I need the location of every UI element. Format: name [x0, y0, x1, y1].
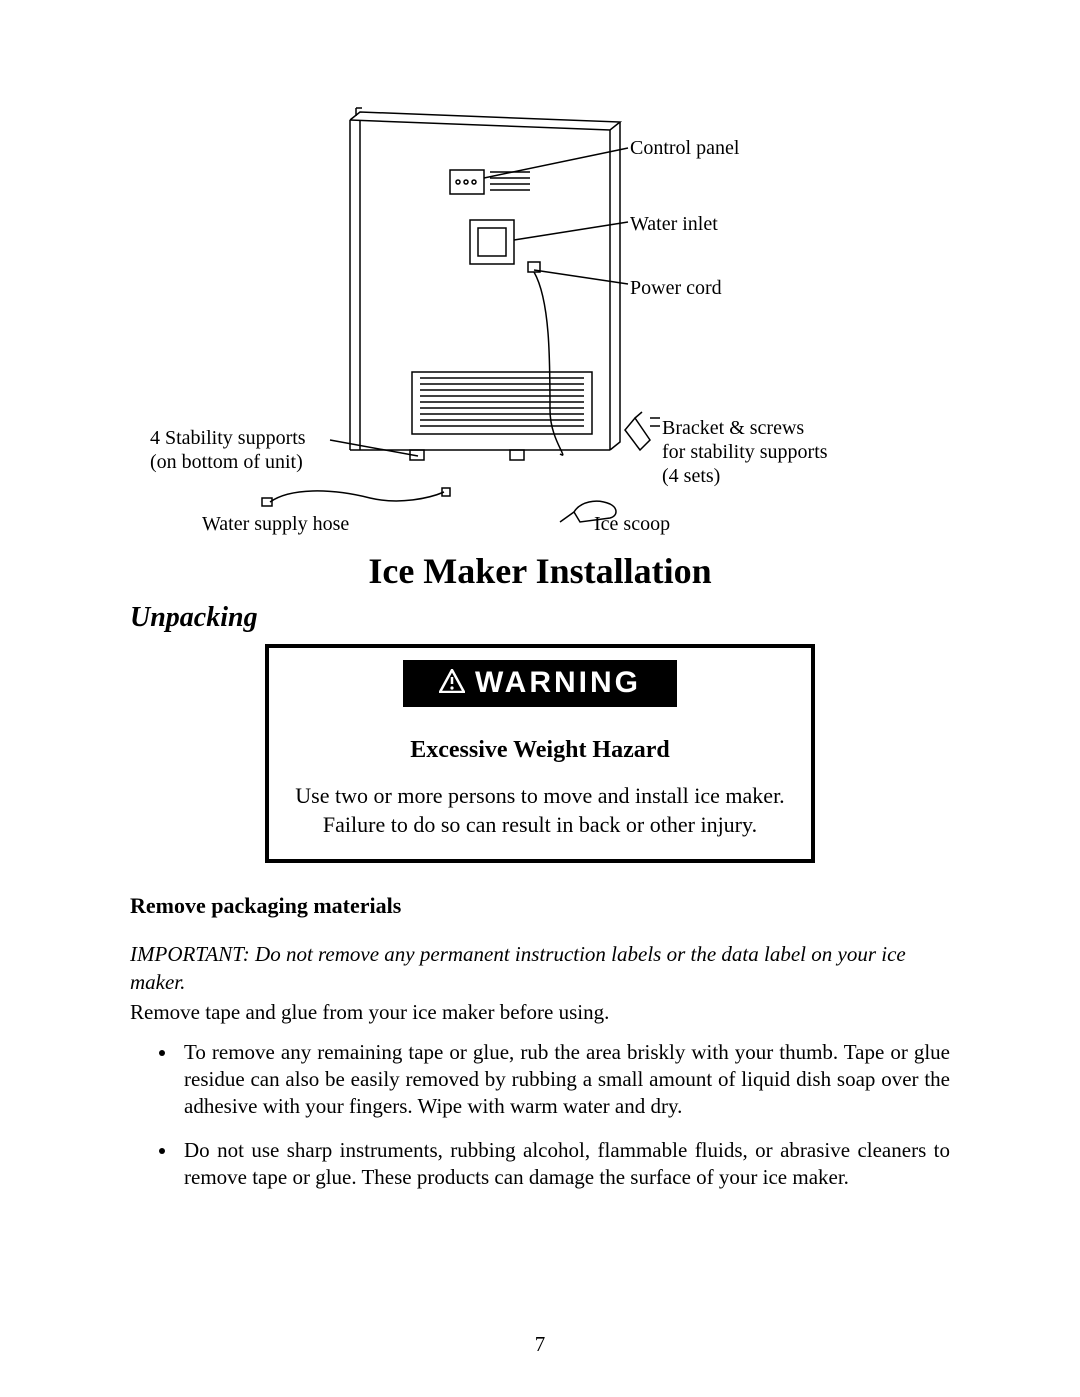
- label-bracket-line1: Bracket & screws: [662, 417, 804, 439]
- label-bracket-line2: for stability supports: [662, 441, 828, 463]
- intro-line: Remove tape and glue from your ice maker…: [130, 1000, 950, 1025]
- bullet-list: To remove any remaining tape or glue, ru…: [130, 1039, 950, 1191]
- label-bracket-line3: (4 sets): [662, 465, 720, 487]
- page-title: Ice Maker Installation: [130, 550, 950, 592]
- subheading-remove-packaging: Remove packaging materials: [130, 893, 950, 919]
- label-control-panel: Control panel: [630, 136, 739, 160]
- parts-diagram: Control panel Water inlet Power cord Bra…: [130, 100, 950, 540]
- important-note: IMPORTANT: Do not remove any permanent i…: [130, 941, 950, 996]
- hazard-title: Excessive Weight Hazard: [285, 737, 795, 764]
- section-heading-unpacking: Unpacking: [130, 602, 950, 634]
- hazard-line2: Failure to do so can result in back or o…: [323, 812, 757, 837]
- page-number: 7: [0, 1332, 1080, 1357]
- label-power-cord: Power cord: [630, 276, 722, 300]
- label-water-inlet: Water inlet: [630, 212, 718, 236]
- warning-banner-text: WARNING: [475, 666, 641, 699]
- warning-banner: WARNING: [403, 660, 677, 707]
- list-item: To remove any remaining tape or glue, ru…: [178, 1039, 950, 1121]
- hazard-line1: Use two or more persons to move and inst…: [295, 783, 784, 808]
- label-stability: 4 Stability supports (on bottom of unit): [150, 426, 306, 474]
- label-stability-line2: (on bottom of unit): [150, 451, 303, 473]
- warning-box: WARNING Excessive Weight Hazard Use two …: [265, 644, 815, 863]
- label-ice-scoop: Ice scoop: [594, 512, 670, 536]
- label-water-supply-hose: Water supply hose: [202, 512, 349, 536]
- list-item: Do not use sharp instruments, rubbing al…: [178, 1137, 950, 1192]
- hazard-text: Use two or more persons to move and inst…: [285, 782, 795, 839]
- label-bracket: Bracket & screws for stability supports …: [662, 416, 828, 488]
- warning-triangle-icon: [439, 667, 465, 701]
- label-stability-line1: 4 Stability supports: [150, 427, 306, 449]
